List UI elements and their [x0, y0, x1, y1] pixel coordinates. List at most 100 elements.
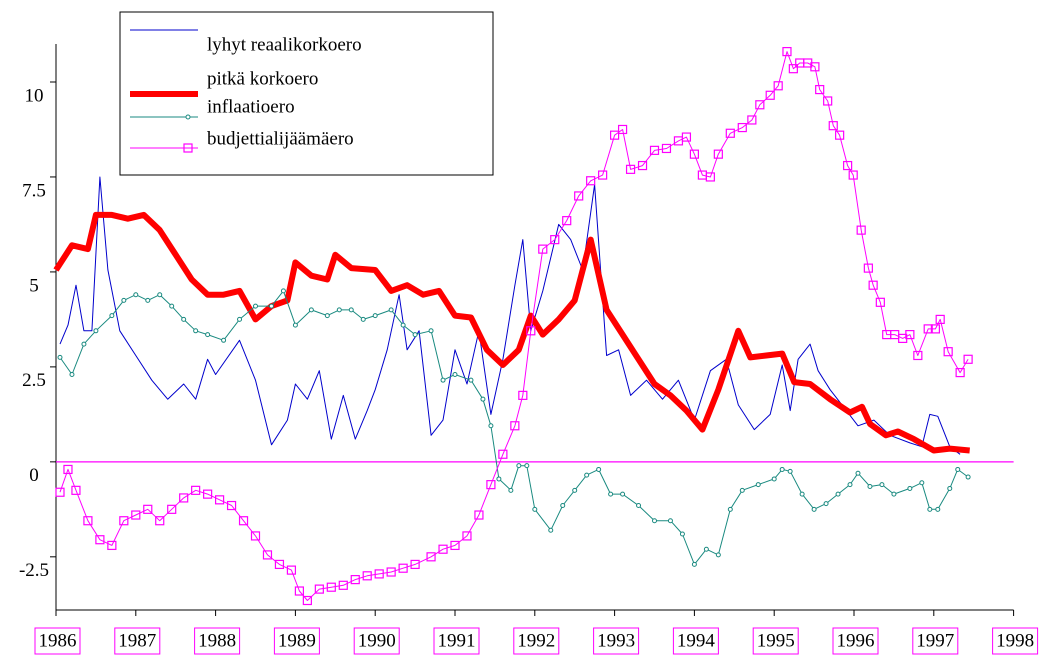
- point: [905, 329, 915, 340]
- x-tick-box: [832, 627, 879, 655]
- point: [498, 449, 508, 459]
- point: [782, 46, 792, 57]
- y-tick-label: 7.5: [22, 180, 46, 201]
- x-tick-box: [513, 627, 560, 655]
- x-tick-label: 1989: [278, 630, 316, 651]
- point: [737, 122, 747, 133]
- point: [930, 324, 940, 334]
- x-tick-label: 1996: [837, 630, 875, 651]
- point: [548, 527, 554, 533]
- point: [412, 332, 418, 338]
- series-line: [59, 176, 961, 455]
- point: [214, 495, 225, 505]
- point: [205, 332, 211, 338]
- x-tick-box: [273, 627, 320, 655]
- point: [193, 328, 199, 334]
- point: [516, 463, 522, 469]
- point: [324, 313, 330, 319]
- point: [943, 347, 953, 357]
- point: [636, 503, 642, 509]
- point: [935, 314, 945, 325]
- point: [372, 313, 378, 319]
- point: [268, 303, 274, 309]
- point: [63, 464, 73, 475]
- point: [280, 288, 286, 294]
- point: [649, 145, 660, 155]
- point: [338, 580, 348, 590]
- point: [560, 503, 566, 509]
- point: [681, 132, 692, 142]
- series-line: [59, 51, 969, 601]
- x-tick-box: [593, 627, 640, 655]
- point: [913, 350, 923, 361]
- point: [755, 100, 765, 110]
- point: [526, 326, 536, 336]
- point: [508, 487, 514, 493]
- point: [947, 485, 953, 491]
- x-tick-box: [672, 627, 719, 655]
- point: [398, 563, 408, 573]
- point: [294, 586, 304, 596]
- point: [779, 466, 785, 472]
- point: [262, 550, 273, 560]
- point: [480, 396, 486, 402]
- point: [705, 172, 715, 182]
- point: [362, 571, 372, 581]
- x-tick-box: [114, 627, 161, 655]
- x-tick-box: [194, 627, 241, 655]
- x-tick-label: 1992: [517, 630, 555, 651]
- point: [410, 559, 420, 570]
- point: [765, 90, 775, 100]
- point: [274, 559, 285, 570]
- point: [598, 170, 608, 180]
- point: [955, 367, 965, 378]
- point: [755, 482, 761, 488]
- point: [625, 164, 636, 174]
- point: [810, 62, 820, 72]
- point: [438, 544, 448, 554]
- x-tick-label: 1994: [677, 630, 716, 651]
- point: [863, 263, 873, 273]
- y-tick-label: 5: [29, 275, 39, 296]
- point: [71, 485, 81, 495]
- point: [963, 354, 973, 364]
- point: [955, 466, 961, 472]
- x-tick-label: 1986: [39, 630, 77, 651]
- point: [691, 561, 697, 567]
- point: [226, 500, 237, 511]
- point: [787, 468, 793, 474]
- y-tick-label: -2.5: [19, 560, 49, 581]
- legend-label: budjettialijäämäero: [207, 128, 354, 149]
- point: [169, 303, 175, 309]
- point: [181, 316, 187, 322]
- point: [823, 96, 833, 106]
- point: [109, 313, 115, 319]
- point: [747, 115, 757, 125]
- point: [608, 491, 614, 497]
- point: [891, 491, 897, 497]
- point: [203, 489, 213, 499]
- point: [713, 149, 723, 159]
- legend-label: inflaatioero: [207, 96, 295, 117]
- point: [773, 81, 783, 91]
- point: [661, 143, 672, 154]
- x-tick-box: [353, 627, 400, 655]
- point: [620, 491, 626, 497]
- point: [828, 121, 838, 131]
- point: [927, 506, 933, 512]
- point: [388, 307, 394, 313]
- point: [55, 487, 65, 497]
- point: [855, 470, 861, 476]
- point: [848, 170, 858, 180]
- point: [426, 552, 436, 562]
- point: [727, 506, 733, 512]
- point: [815, 84, 825, 95]
- point: [468, 377, 474, 383]
- point: [771, 476, 777, 482]
- point: [253, 303, 258, 309]
- point: [811, 506, 817, 512]
- point: [57, 354, 63, 360]
- x-tick-label: 1993: [597, 630, 635, 651]
- point: [562, 216, 572, 226]
